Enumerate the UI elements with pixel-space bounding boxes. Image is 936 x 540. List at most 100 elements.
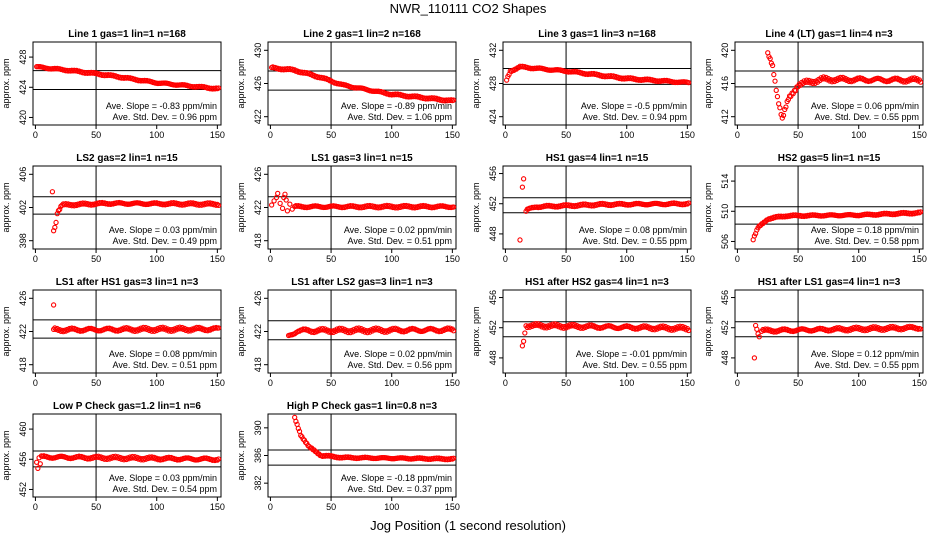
x-tick-label: 150: [210, 502, 225, 512]
data-point: [769, 62, 776, 69]
data-point: [306, 70, 312, 76]
data-point: [144, 326, 150, 333]
data-point: [755, 331, 761, 337]
slope-annotation: Ave. Slope = 0.08 ppm/min: [109, 349, 217, 359]
y-tick-label: 460: [18, 422, 28, 437]
x-tick-label: 100: [619, 130, 634, 140]
data-point: [522, 330, 528, 336]
panel-title: LS2 gas=2 lin=1 n=15: [76, 153, 178, 164]
y-tick-label: 430: [253, 43, 263, 58]
slope-annotation: Ave. Slope = 0.03 ppm/min: [109, 225, 217, 235]
y-tick-label: 420: [720, 43, 730, 58]
data-point: [215, 202, 222, 209]
panel-8: HS2 gas=5 lin=1 n=15 approx. ppm 0 50 100 150…: [703, 153, 927, 264]
y-tick-label: 452: [720, 320, 730, 335]
data-point: [780, 112, 787, 119]
data-point: [215, 85, 222, 91]
data-point: [874, 326, 880, 332]
y-tick-label: 402: [18, 200, 28, 215]
x-tick-label: 0: [503, 130, 508, 140]
data-point: [519, 184, 526, 190]
data-point: [528, 322, 534, 328]
x-tick-label: 0: [503, 378, 508, 388]
panel-5: LS2 gas=2 lin=1 n=15 approx. ppm 0 50 100 150…: [1, 153, 225, 264]
data-point: [268, 202, 275, 208]
x-tick-label: 0: [503, 254, 508, 264]
panel-title: HS1 after HS2 gas=4 lin=1 n=3: [525, 277, 669, 288]
data-point: [570, 323, 576, 329]
panel-title: HS1 gas=4 lin=1 n=15: [546, 153, 649, 164]
data-point: [779, 115, 785, 121]
y-tick-label: 422: [253, 200, 263, 215]
panel-2: Line 2 gas=1 lin=2 n=168 approx. ppm 0 50 10…: [236, 29, 460, 140]
x-tick-label: 0: [735, 378, 740, 388]
data-point: [172, 326, 178, 332]
x-tick-label: 0: [268, 130, 273, 140]
y-tick-label: 428: [18, 50, 28, 65]
y-tick-label: 420: [18, 110, 28, 125]
y-axis-label: approx. ppm: [703, 306, 713, 356]
y-tick-label: 398: [18, 233, 28, 248]
data-point: [450, 455, 457, 461]
x-tick-label: 0: [33, 378, 38, 388]
data-point: [767, 55, 773, 62]
data-point: [277, 200, 283, 206]
plot-frame: [734, 289, 924, 374]
x-tick-label: 150: [210, 130, 225, 140]
x-tick-label: 100: [384, 378, 399, 388]
data-point: [865, 325, 872, 332]
data-point: [293, 418, 299, 425]
data-point: [553, 323, 560, 329]
x-tick-label: 150: [912, 378, 927, 388]
y-axis-label: approx. ppm: [236, 58, 246, 108]
data-point: [295, 425, 301, 432]
panel-title: Line 2 gas=1 lin=2 n=168: [303, 29, 421, 40]
y-tick-label: 386: [253, 448, 263, 463]
data-point: [95, 453, 102, 459]
plot-frame: [32, 41, 222, 126]
data-point: [756, 334, 762, 340]
x-tick-label: 150: [680, 254, 695, 264]
y-tick-label: 448: [488, 226, 498, 241]
x-tick-label: 0: [33, 130, 38, 140]
y-tick-label: 452: [488, 320, 498, 335]
data-point: [300, 436, 306, 442]
x-tick-label: 50: [91, 254, 101, 264]
data-point: [771, 71, 777, 78]
y-tick-label: 412: [720, 109, 730, 124]
x-tick-label: 150: [210, 254, 225, 264]
data-point: [772, 78, 778, 84]
x-tick-label: 100: [384, 130, 399, 140]
panel-title: HS1 after LS1 gas=4 lin=1 n=3: [758, 277, 901, 288]
data-point: [685, 327, 692, 334]
y-axis-label: approx. ppm: [236, 430, 246, 480]
data-point: [661, 325, 667, 331]
slope-annotation: Ave. Slope = 0.06 ppm/min: [811, 101, 919, 111]
x-tick-label: 150: [680, 130, 695, 140]
y-tick-label: 426: [253, 167, 263, 182]
data-point: [438, 328, 445, 335]
std-dev-annotation: Ave. Std. Dev. = 0.55 ppm: [583, 236, 687, 246]
slope-annotation: Ave. Slope = -0.18 ppm/min: [341, 473, 452, 483]
panel-title: LS1 after HS1 gas=3 lin=1 n=3: [56, 277, 199, 288]
panel-title: Low P Check gas=1.2 lin=1 n=6: [53, 401, 201, 412]
y-tick-label: 390: [253, 420, 263, 435]
std-dev-annotation: Ave. Std. Dev. = 0.55 ppm: [815, 112, 919, 122]
data-point: [773, 87, 779, 93]
x-tick-label: 150: [912, 130, 927, 140]
figure-title: NWR_110111 CO2 Shapes: [389, 1, 547, 16]
y-tick-label: 506: [720, 234, 730, 249]
panel-title: LS1 gas=3 lin=1 n=15: [311, 153, 413, 164]
y-tick-label: 456: [488, 290, 498, 305]
x-tick-label: 100: [384, 502, 399, 512]
y-tick-label: 382: [253, 476, 263, 491]
data-point: [289, 206, 295, 212]
y-axis-label: approx. ppm: [236, 182, 246, 232]
data-point: [917, 79, 924, 85]
data-point: [450, 328, 457, 334]
data-point: [564, 323, 570, 329]
x-tick-label: 0: [735, 254, 740, 264]
y-tick-label: 448: [488, 350, 498, 365]
data-point: [271, 198, 277, 204]
y-tick-label: 418: [18, 357, 28, 372]
